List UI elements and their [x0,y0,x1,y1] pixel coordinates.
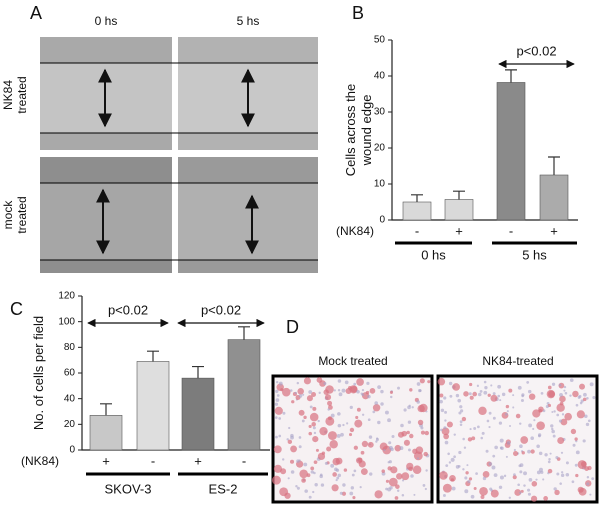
annotation: p<0.02 [108,302,148,317]
row-label: (NK84) [336,224,374,238]
y-tick-label: 40 [374,71,386,82]
cell-dots [271,377,596,502]
bar [496,82,526,221]
y-tick-label: 80 [64,342,76,353]
error-bar [192,365,204,379]
bar [181,377,215,451]
y-tick-label: 120 [58,291,75,302]
category-label: + [455,223,463,238]
y-tick-label: 10 [374,179,386,190]
category-label: - [151,453,155,468]
panel-label: B [352,3,364,23]
bar [402,201,432,221]
y-axis-label: No. of cells per field [31,316,46,430]
category-label: + [102,453,110,468]
category-label: - [509,223,513,238]
group-label: 0 hs [421,247,446,262]
micrograph [271,374,434,504]
y-tick-label: 0 [69,445,75,456]
bar [539,174,569,221]
y-axis-label: Cells across thewound edge [343,84,374,176]
micrographs [40,37,318,273]
column-label: 5 hs [237,14,260,28]
group-label: ES-2 [209,481,238,496]
bar [136,361,170,451]
y-axis-label-line: No. of cells per field [31,316,46,430]
group-label: 5 hs [522,247,547,262]
category-label: + [194,453,202,468]
error-bar [411,194,423,202]
category-label: - [415,223,419,238]
bar [444,199,474,221]
y-axis-label-line: wound edge [359,95,374,167]
column-label: 0 hs [95,14,118,28]
panel-label: C [10,299,23,319]
y-tick-label: 50 [374,35,386,46]
error-bar [238,326,250,340]
y-tick-label: 0 [379,215,385,226]
image-label: Mock treated [318,354,387,368]
error-bar [100,403,112,416]
y-tick-label: 100 [58,316,75,327]
annotation: p<0.02 [516,43,556,58]
group-label: SKOV-3 [105,481,152,496]
error-bar [147,350,159,362]
y-tick-label: 40 [64,393,76,404]
error-bar [505,69,517,83]
category-label: - [242,453,246,468]
y-tick-label: 30 [374,107,386,118]
row-label: (NK84) [21,454,59,468]
bar [89,415,123,451]
row-label: NK84treated [1,76,29,113]
y-tick-label: 20 [374,143,386,154]
y-tick-label: 60 [64,368,76,379]
y-tick-label: 20 [64,419,76,430]
y-axis-label-line: Cells across the [343,84,358,176]
category-label: + [550,223,558,238]
row-label: mocktreated [1,196,29,233]
image-label: NK84-treated [482,354,553,368]
error-bar [453,190,465,200]
annotation: p<0.02 [201,302,241,317]
bar [227,339,261,451]
panel-label: A [30,3,42,23]
panel-label: D [286,317,299,337]
error-bar [548,156,560,175]
